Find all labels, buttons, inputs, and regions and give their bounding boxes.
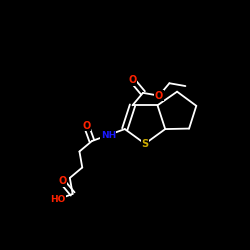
Text: HO: HO <box>50 195 65 204</box>
Text: O: O <box>128 76 137 86</box>
Text: O: O <box>82 121 90 131</box>
Text: O: O <box>58 176 66 186</box>
Text: NH: NH <box>101 130 116 140</box>
Text: S: S <box>142 139 148 149</box>
Text: O: O <box>155 91 163 101</box>
